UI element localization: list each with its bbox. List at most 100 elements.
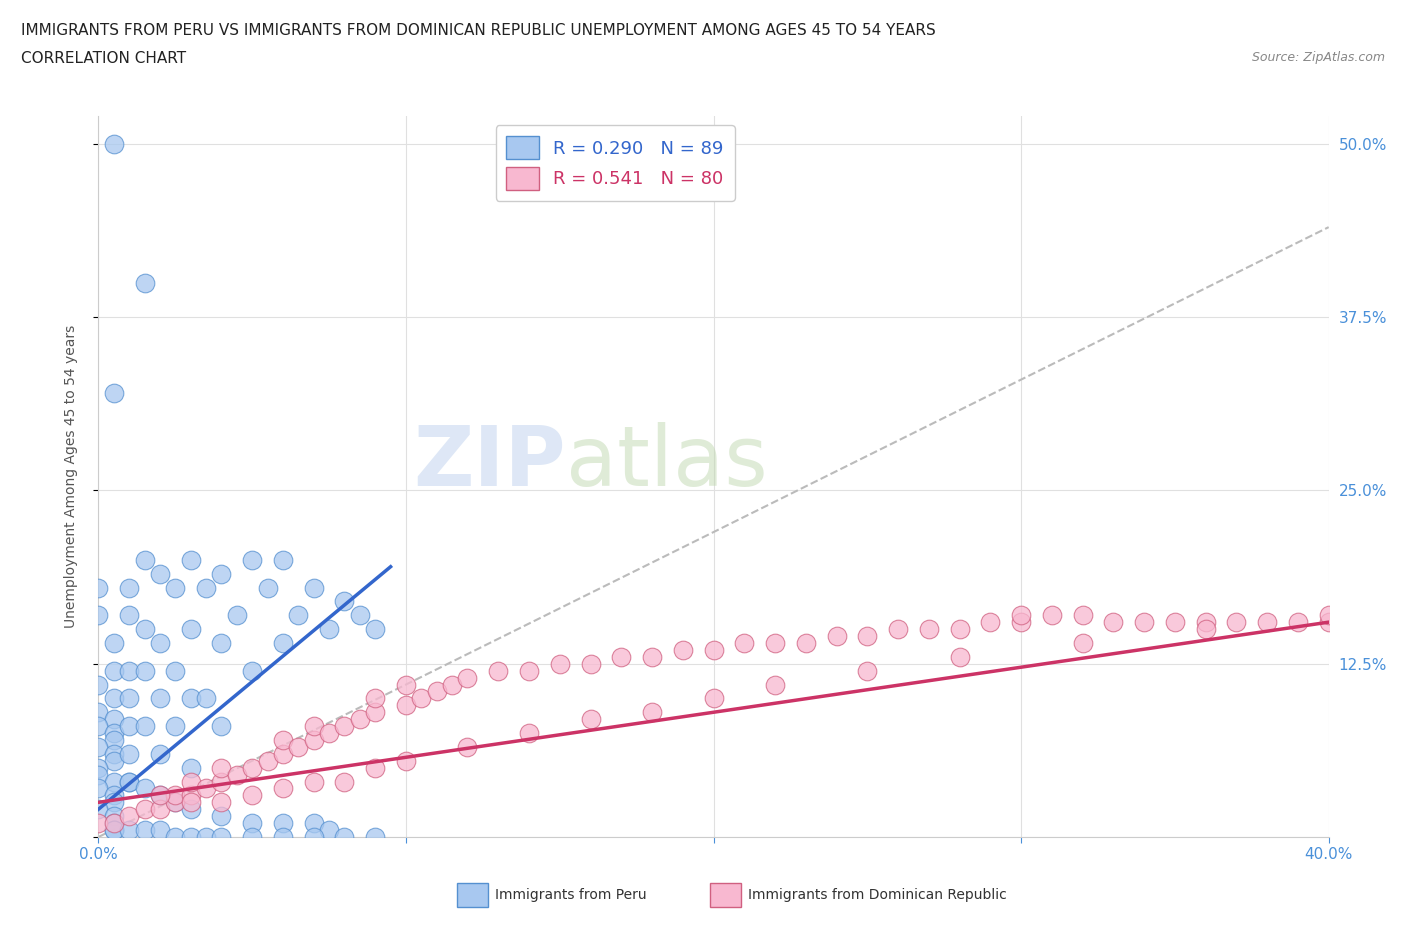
Point — [1256, 615, 1278, 630]
Point — [149, 823, 172, 838]
Point — [456, 739, 478, 754]
Point — [165, 795, 187, 810]
Text: ZIP: ZIP — [413, 421, 567, 503]
Point — [333, 719, 356, 734]
Point — [887, 621, 910, 636]
Point — [103, 711, 125, 726]
Point — [302, 580, 325, 595]
Point — [87, 760, 110, 775]
Point — [211, 760, 233, 775]
Point — [118, 663, 141, 678]
Point — [1071, 608, 1094, 623]
Point — [165, 788, 187, 803]
Point — [134, 719, 156, 734]
Point — [517, 725, 540, 740]
Text: Immigrants from Peru: Immigrants from Peru — [495, 887, 647, 902]
Point — [271, 552, 294, 567]
Point — [87, 608, 110, 623]
Point — [271, 816, 294, 830]
Point — [195, 580, 218, 595]
Point — [763, 677, 786, 692]
Point — [349, 711, 371, 726]
Point — [271, 733, 294, 748]
Point — [302, 816, 325, 830]
Point — [240, 788, 263, 803]
Point — [1010, 615, 1032, 630]
Point — [118, 774, 141, 789]
Point — [211, 809, 233, 824]
Point — [87, 781, 110, 796]
Point — [103, 809, 125, 824]
Point — [949, 621, 972, 636]
Point — [1164, 615, 1187, 630]
Point — [1040, 608, 1063, 623]
Point — [763, 635, 786, 650]
Y-axis label: Unemployment Among Ages 45 to 54 years: Unemployment Among Ages 45 to 54 years — [63, 325, 77, 629]
Point — [149, 691, 172, 706]
Point — [856, 663, 879, 678]
Point — [318, 621, 340, 636]
Point — [103, 795, 125, 810]
Text: Immigrants from Dominican Republic: Immigrants from Dominican Republic — [748, 887, 1007, 902]
Point — [1286, 615, 1309, 630]
Point — [302, 830, 325, 844]
Point — [195, 781, 218, 796]
Point — [165, 719, 187, 734]
Point — [579, 657, 602, 671]
Point — [918, 621, 941, 636]
Point — [703, 691, 725, 706]
Point — [641, 705, 664, 720]
Point — [364, 705, 387, 720]
Text: Source: ZipAtlas.com: Source: ZipAtlas.com — [1251, 51, 1385, 64]
Point — [180, 830, 202, 844]
Point — [364, 691, 387, 706]
Point — [333, 774, 356, 789]
Point — [103, 816, 125, 830]
Point — [103, 663, 125, 678]
Point — [486, 663, 509, 678]
Point — [149, 788, 172, 803]
Point — [364, 760, 387, 775]
Point — [134, 552, 156, 567]
Point — [364, 830, 387, 844]
Point — [211, 635, 233, 650]
Point — [1195, 615, 1218, 630]
Point — [103, 137, 125, 152]
Point — [441, 677, 464, 692]
Point — [256, 580, 278, 595]
Point — [1225, 615, 1247, 630]
Point — [103, 747, 125, 762]
Point — [733, 635, 755, 650]
Point — [118, 719, 141, 734]
Point — [949, 649, 972, 664]
Point — [149, 566, 172, 581]
Point — [794, 635, 817, 650]
Point — [180, 691, 202, 706]
Point — [195, 830, 218, 844]
Point — [165, 663, 187, 678]
Point — [271, 781, 294, 796]
Point — [195, 691, 218, 706]
Point — [1133, 615, 1156, 630]
Point — [364, 621, 387, 636]
Point — [211, 830, 233, 844]
Point — [240, 663, 263, 678]
Point — [118, 823, 141, 838]
Point — [118, 809, 141, 824]
Point — [302, 719, 325, 734]
Point — [87, 580, 110, 595]
Point — [87, 677, 110, 692]
Point — [103, 635, 125, 650]
Point — [149, 635, 172, 650]
Point — [703, 643, 725, 658]
Point — [426, 684, 449, 699]
Point — [240, 830, 263, 844]
Point — [302, 733, 325, 748]
Point — [134, 802, 156, 817]
Point — [134, 781, 156, 796]
Point — [149, 802, 172, 817]
Point — [287, 739, 309, 754]
Point — [287, 608, 309, 623]
Point — [211, 795, 233, 810]
Point — [118, 608, 141, 623]
